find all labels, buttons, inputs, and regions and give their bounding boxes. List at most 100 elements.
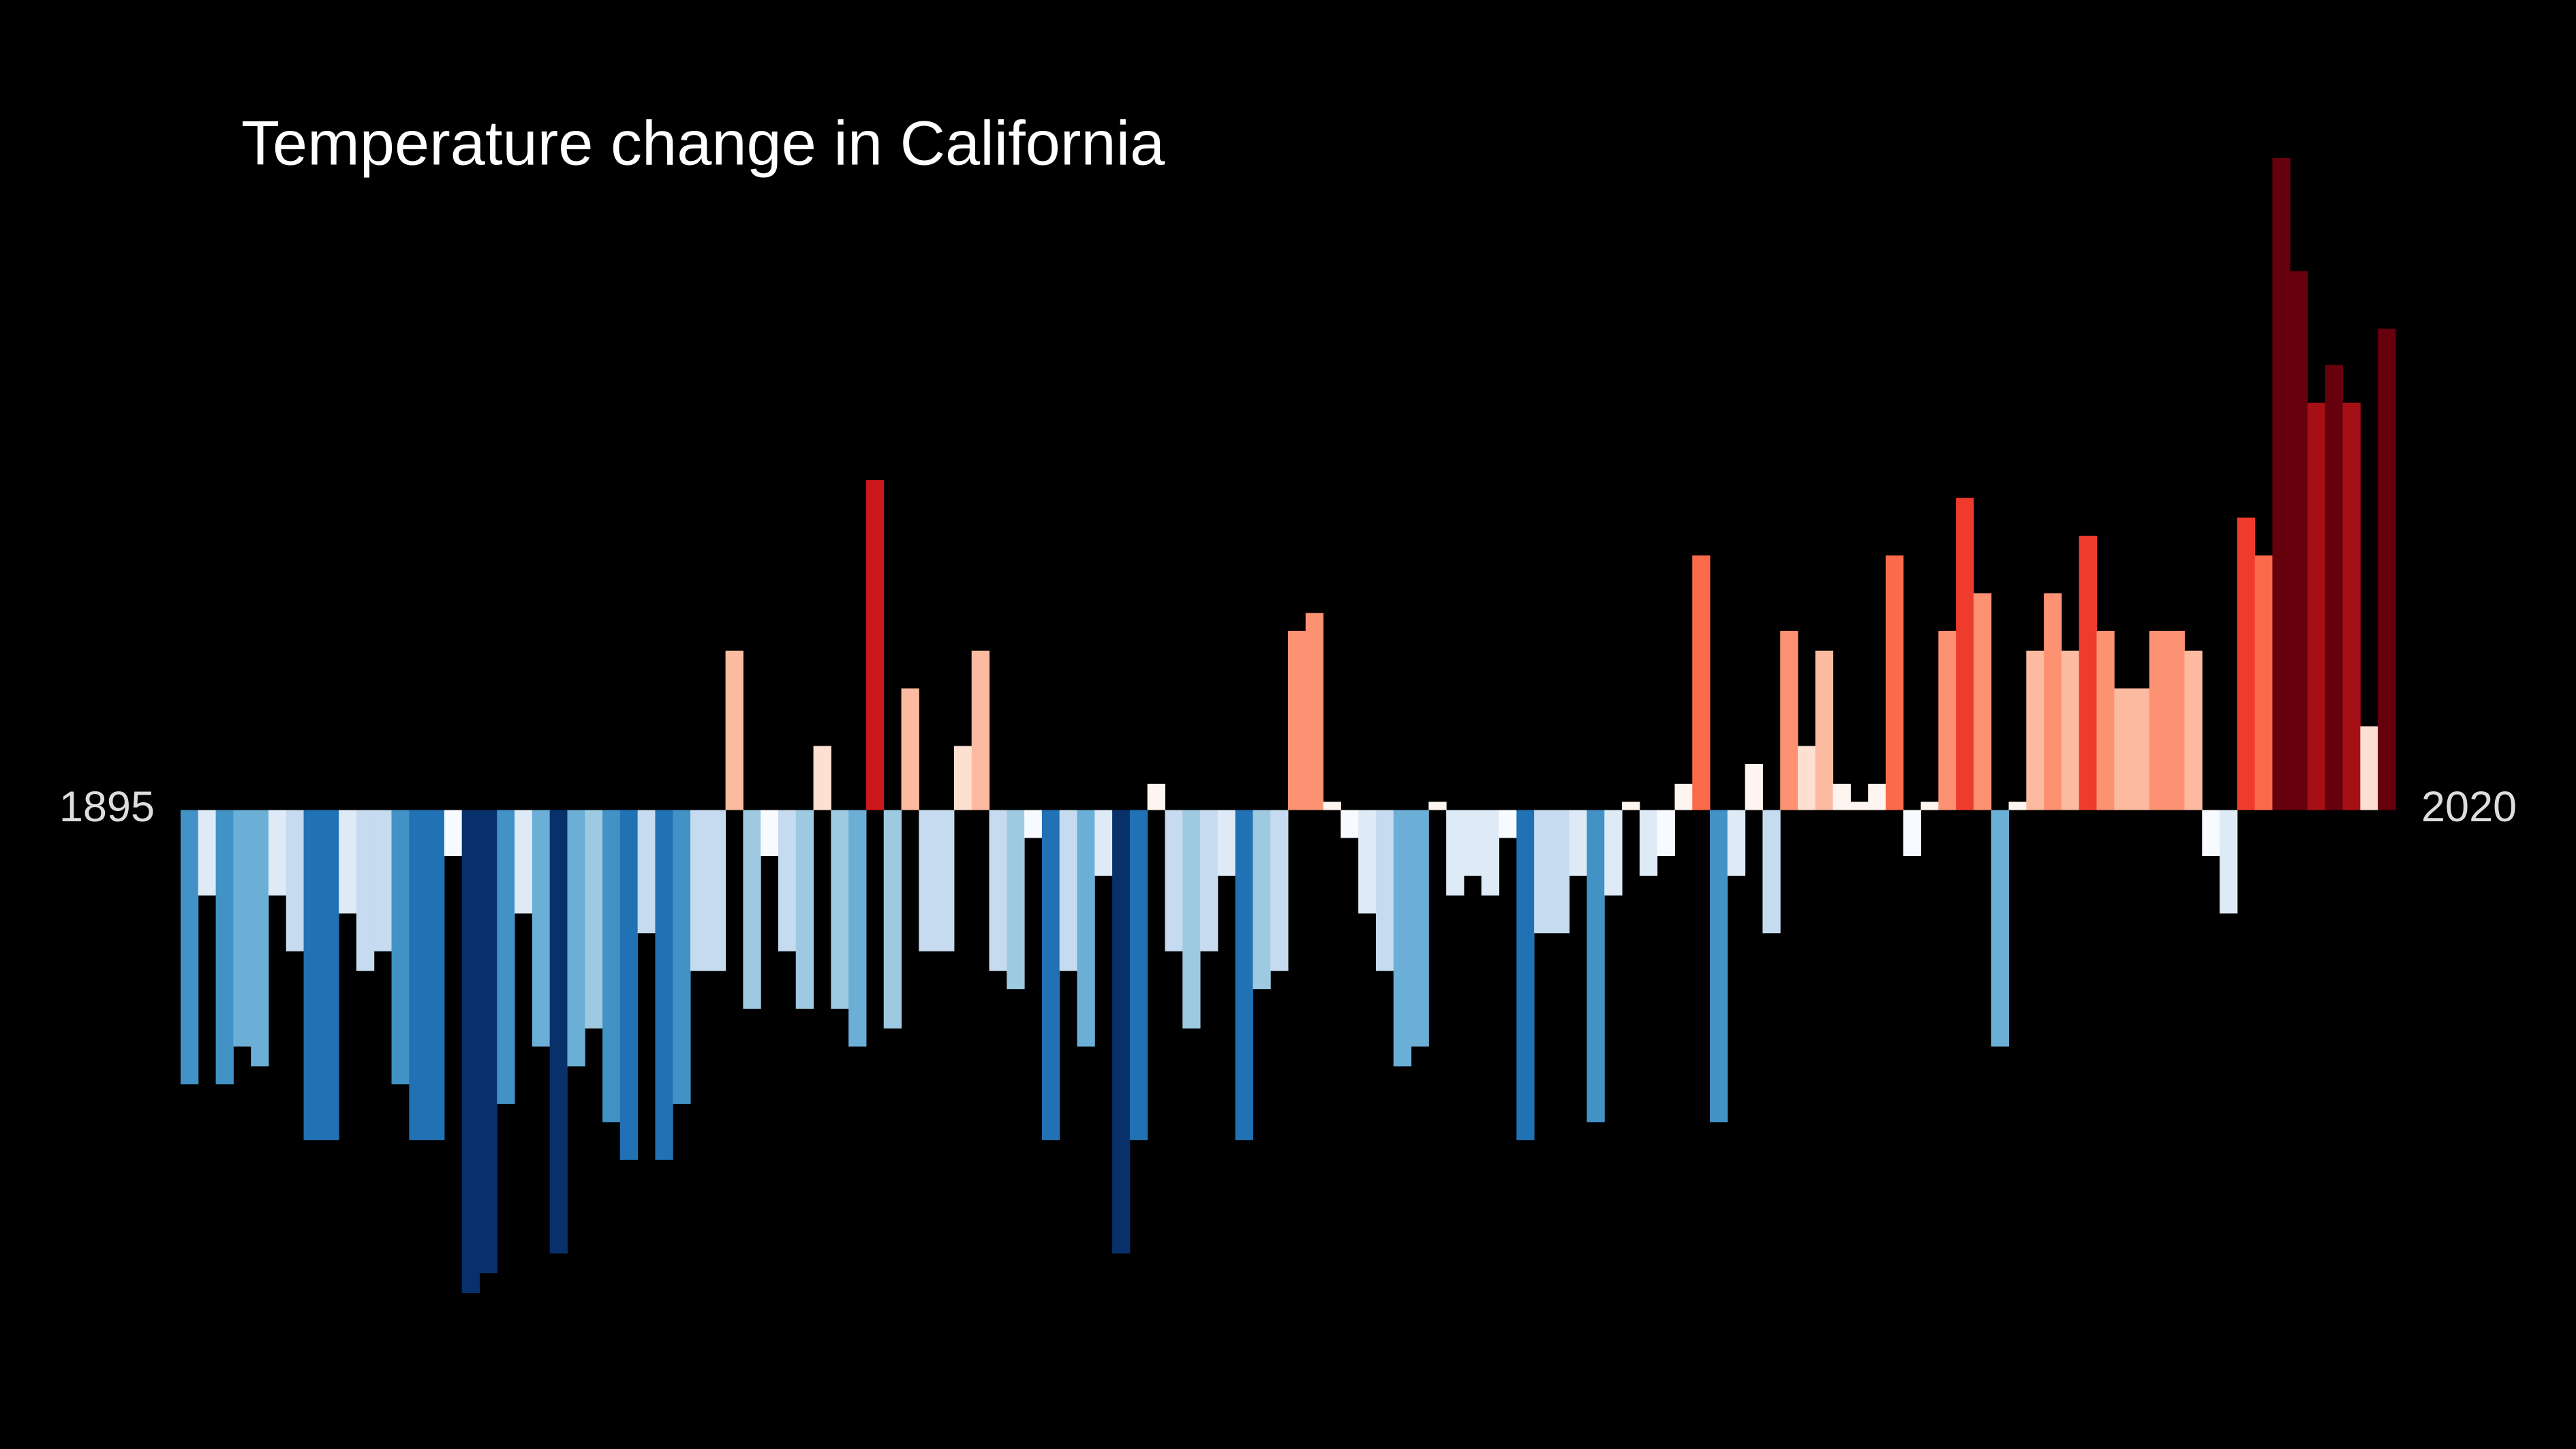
bar <box>1428 802 1447 810</box>
bar <box>1762 810 1781 934</box>
bar <box>1710 810 1728 1123</box>
bar <box>215 810 234 1084</box>
bar <box>567 810 585 1067</box>
bar <box>1938 630 1957 810</box>
bar <box>795 810 814 1009</box>
bar <box>1499 810 1517 838</box>
bar <box>2290 271 2308 810</box>
bar <box>1182 810 1201 1029</box>
bar <box>1534 810 1552 934</box>
bar <box>549 810 568 1254</box>
bar <box>2166 630 2185 810</box>
bar <box>1692 555 1711 810</box>
bar <box>2044 593 2062 810</box>
bar <box>585 810 603 1029</box>
bar <box>2096 630 2115 810</box>
bar <box>1885 555 1904 810</box>
bar <box>901 688 919 810</box>
bar <box>707 810 726 971</box>
bar <box>356 810 375 971</box>
bar <box>813 746 831 810</box>
bar <box>2149 630 2168 810</box>
bar <box>461 810 480 1294</box>
bar <box>1798 746 1816 810</box>
bar <box>339 810 357 914</box>
bar <box>831 810 849 1009</box>
chart-title: Temperature change in California <box>241 108 1165 178</box>
bar <box>1217 810 1236 876</box>
bar <box>690 810 709 971</box>
bar <box>865 480 885 810</box>
bar <box>778 810 797 951</box>
bar <box>303 810 322 1140</box>
bar <box>1639 810 1658 876</box>
bar <box>2254 555 2273 810</box>
bar <box>2342 402 2361 810</box>
bar <box>373 810 393 951</box>
bar <box>1077 810 1095 1047</box>
bar <box>1147 783 1165 810</box>
bar <box>1358 810 1377 914</box>
bar <box>1850 802 1869 810</box>
bar <box>989 810 1007 971</box>
bar <box>743 810 761 1009</box>
bar <box>1129 810 1148 1140</box>
bar <box>1973 593 1992 810</box>
bar <box>268 810 287 896</box>
bar <box>673 810 691 1104</box>
bar <box>1481 810 1500 896</box>
bar <box>2026 650 2044 810</box>
bar <box>1059 810 1077 971</box>
bar <box>1200 810 1218 951</box>
bar <box>1903 810 1922 856</box>
bar <box>1516 810 1535 1140</box>
bar <box>1586 810 1605 1123</box>
bar <box>1323 802 1341 810</box>
bar <box>2220 810 2238 914</box>
bar <box>971 650 990 810</box>
bar <box>1920 802 1939 810</box>
bar <box>2378 329 2396 810</box>
bar <box>936 810 955 951</box>
bar <box>1956 498 1974 810</box>
bar <box>2061 650 2080 810</box>
bar <box>1622 802 1640 810</box>
bar <box>1288 630 1306 810</box>
bar <box>1604 810 1623 896</box>
bar <box>321 810 339 1140</box>
bar <box>2325 365 2344 810</box>
bar <box>444 810 463 856</box>
bar <box>1446 810 1465 896</box>
bar <box>1024 810 1043 838</box>
bar <box>1657 810 1675 856</box>
bar <box>637 810 656 934</box>
bar <box>2132 688 2150 810</box>
bar <box>1041 810 1060 1140</box>
bar <box>1551 810 1570 934</box>
bar <box>1745 764 1763 810</box>
bar <box>233 810 251 1047</box>
bar <box>1007 810 1025 990</box>
bar <box>1094 810 1113 876</box>
bar <box>2272 157 2290 810</box>
bar <box>1833 783 1851 810</box>
bar <box>2184 650 2203 810</box>
bar <box>251 810 269 1067</box>
bar <box>953 746 972 810</box>
bar <box>409 810 427 1140</box>
bar <box>1815 650 1834 810</box>
bar <box>286 810 305 951</box>
bar <box>1569 810 1587 876</box>
year-label: 2020 <box>2421 783 2517 831</box>
bar <box>1727 810 1746 876</box>
bar <box>725 650 743 810</box>
bar <box>2114 688 2132 810</box>
bar <box>2202 810 2220 856</box>
bar <box>2079 536 2098 810</box>
bar <box>1375 810 1394 971</box>
bar <box>515 810 533 914</box>
bar <box>1674 783 1693 810</box>
bar <box>602 810 621 1123</box>
bar <box>391 810 410 1084</box>
